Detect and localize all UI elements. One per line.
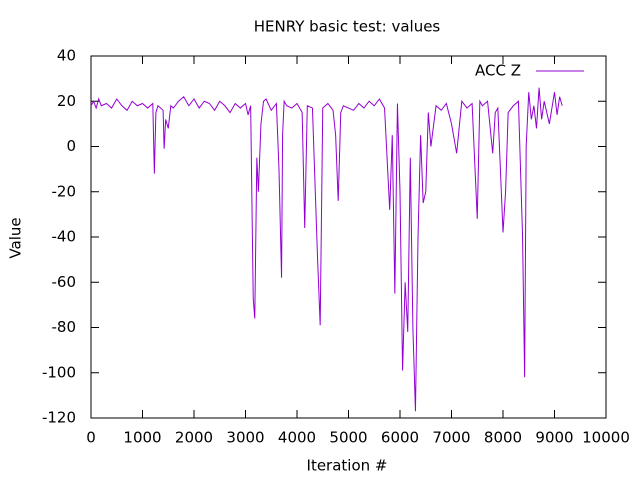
chart-title: HENRY basic test: values xyxy=(254,18,441,36)
x-tick-label: 9000 xyxy=(535,429,573,447)
x-tick-label: 0 xyxy=(86,429,96,447)
y-tick-label: -100 xyxy=(42,363,76,381)
y-tick-label: -20 xyxy=(52,182,77,200)
x-tick-label: 3000 xyxy=(226,429,264,447)
y-tick-label: 20 xyxy=(57,92,76,110)
y-tick-label: 0 xyxy=(66,137,76,155)
x-tick-label: 4000 xyxy=(278,429,316,447)
y-tick-label: -80 xyxy=(52,318,77,336)
data-line xyxy=(90,87,563,412)
x-tick-label: 2000 xyxy=(175,429,213,447)
x-tick-label: 5000 xyxy=(329,429,367,447)
y-axis-label: Value xyxy=(7,217,25,258)
y-tick-label: -60 xyxy=(52,273,77,291)
x-axis-label: Iteration # xyxy=(307,457,388,475)
plot-frame xyxy=(90,55,607,419)
y-tick-label: -40 xyxy=(52,228,77,246)
x-tick-label: 6000 xyxy=(381,429,419,447)
x-tick-label: 10000 xyxy=(582,429,630,447)
x-tick-label: 1000 xyxy=(123,429,161,447)
y-tick-label: -120 xyxy=(42,409,76,427)
x-tick-label: 7000 xyxy=(432,429,470,447)
y-tick-label: 40 xyxy=(57,47,76,65)
x-tick-label: 8000 xyxy=(484,429,522,447)
legend-label: ACC Z xyxy=(475,62,521,80)
